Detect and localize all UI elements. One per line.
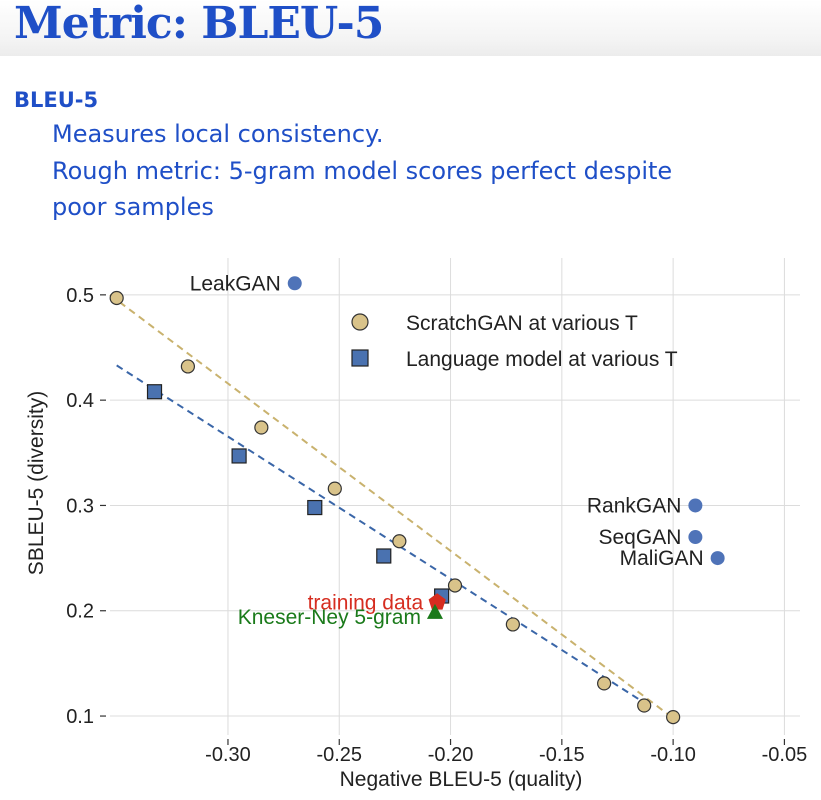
bullet-line-2: Rough metric: 5-gram model scores perfec… [52, 157, 673, 185]
axes: -0.30 -0.25 -0.20 -0.15 -0.10 -0.05 0.1 0.2 0.3 0… [66, 285, 807, 766]
kneser-ney-5-gram-point [426, 603, 443, 619]
bullet-heading: BLEU-5 [14, 88, 99, 112]
scratchgan-point [597, 676, 612, 691]
seqgan-label: SeqGAN [599, 526, 682, 549]
language-model-point [146, 384, 163, 400]
x-axis-label: Negative BLEU-5 (quality) [340, 768, 583, 791]
y-tick-label: 0.4 [66, 390, 94, 412]
scratchgan-point [392, 534, 407, 549]
scratchgan-point [505, 617, 520, 632]
trend-line [109, 294, 674, 719]
maligan-point [710, 551, 725, 566]
scratchgan-point [327, 481, 342, 496]
y-tick-label: 0.3 [66, 495, 94, 517]
data-points [109, 276, 725, 725]
x-tick-label: -0.30 [205, 744, 251, 766]
language-model-point [376, 548, 392, 564]
rankgan-label: RankGAN [587, 494, 682, 517]
seqgan-point [688, 530, 703, 545]
legend-language-model-label: Language model at various T [406, 348, 678, 371]
y-tick-label: 0.1 [66, 706, 94, 728]
scratchgan-point [254, 420, 269, 435]
language-model-point [231, 448, 247, 464]
leakgan-label: LeakGAN [190, 272, 281, 295]
scratchgan-point [109, 290, 124, 306]
slide-title: Metric: BLEU-5 [14, 0, 384, 49]
language-model-point [307, 499, 323, 516]
trend-lines [109, 294, 674, 719]
maligan-label: MaliGAN [620, 547, 704, 570]
x-tick-label: -0.15 [539, 744, 585, 766]
legend: ScratchGAN at various T Language model at… [351, 312, 678, 371]
kneser-ney-5-gram-label: Kneser-Ney 5-gram [238, 606, 421, 629]
scratchgan-point [666, 709, 681, 725]
legend-scratchgan-marker [351, 313, 369, 331]
title-bar [0, 0, 821, 56]
legend-language-model-marker [351, 349, 369, 367]
trend-line [116, 364, 650, 707]
grid [110, 258, 800, 735]
bullet-line-1: Measures local consistency. [52, 120, 384, 148]
x-tick-label: -0.25 [316, 744, 362, 766]
y-tick-label: 0.5 [66, 285, 94, 307]
x-tick-label: -0.20 [428, 744, 474, 766]
training-data-label: training data [308, 591, 424, 614]
y-axis-label: SBLEU-5 (diversity) [25, 391, 48, 575]
bullet-line-3: poor samples [52, 193, 214, 221]
legend-scratchgan-label: ScratchGAN at various T [406, 312, 638, 335]
y-tick-label: 0.2 [66, 601, 94, 623]
rankgan-point [688, 498, 703, 513]
training-data-point [428, 593, 446, 610]
x-tick-label: -0.10 [650, 744, 696, 766]
scratchgan-point [447, 578, 463, 593]
scratchgan-point [180, 359, 196, 374]
scratchgan-point [637, 698, 652, 713]
leakgan-point [287, 276, 302, 291]
x-tick-label: -0.05 [762, 744, 808, 766]
